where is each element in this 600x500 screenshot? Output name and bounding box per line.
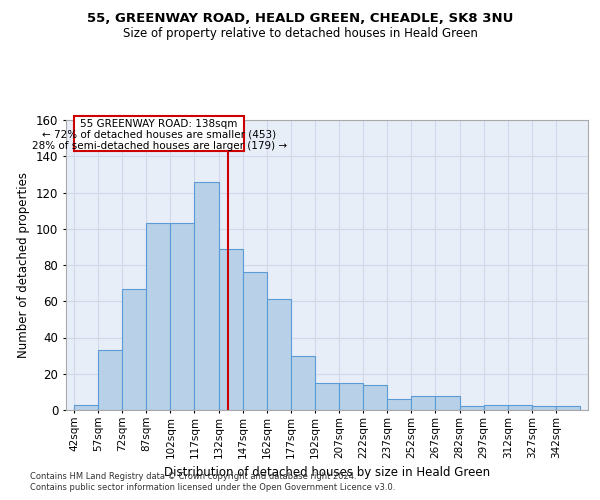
Bar (194, 182, 218, 410)
Text: Contains HM Land Registry data © Crown copyright and database right 2024.: Contains HM Land Registry data © Crown c… (30, 472, 356, 481)
Text: Size of property relative to detached houses in Heald Green: Size of property relative to detached ho… (122, 28, 478, 40)
Bar (387, 399, 412, 410)
Text: 28% of semi-detached houses are larger (179) →: 28% of semi-detached houses are larger (… (32, 141, 287, 151)
Bar (122, 288, 146, 410)
Bar (508, 404, 532, 410)
Bar (74, 404, 98, 410)
Bar (242, 272, 267, 410)
Y-axis label: Number of detached properties: Number of detached properties (17, 172, 31, 358)
Bar (556, 406, 580, 410)
Text: Contains public sector information licensed under the Open Government Licence v3: Contains public sector information licen… (30, 483, 395, 492)
Bar (363, 384, 387, 410)
Text: ← 72% of detached houses are smaller (453): ← 72% of detached houses are smaller (45… (42, 130, 276, 140)
Bar (218, 248, 242, 410)
Bar (315, 383, 339, 410)
Bar (339, 383, 363, 410)
X-axis label: Distribution of detached houses by size in Heald Green: Distribution of detached houses by size … (164, 466, 490, 479)
Bar (532, 406, 556, 410)
Bar (98, 350, 122, 410)
Bar (267, 300, 291, 410)
Text: 55 GREENWAY ROAD: 138sqm: 55 GREENWAY ROAD: 138sqm (80, 119, 238, 129)
Bar (412, 396, 436, 410)
Text: 55, GREENWAY ROAD, HEALD GREEN, CHEADLE, SK8 3NU: 55, GREENWAY ROAD, HEALD GREEN, CHEADLE,… (87, 12, 513, 26)
Bar (460, 406, 484, 410)
Bar (436, 396, 460, 410)
FancyBboxPatch shape (74, 116, 244, 151)
Bar (291, 356, 315, 410)
Bar (170, 224, 194, 410)
Bar (484, 404, 508, 410)
Bar (146, 224, 170, 410)
